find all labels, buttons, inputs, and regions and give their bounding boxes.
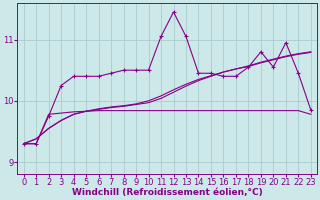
X-axis label: Windchill (Refroidissement éolien,°C): Windchill (Refroidissement éolien,°C): [72, 188, 263, 197]
